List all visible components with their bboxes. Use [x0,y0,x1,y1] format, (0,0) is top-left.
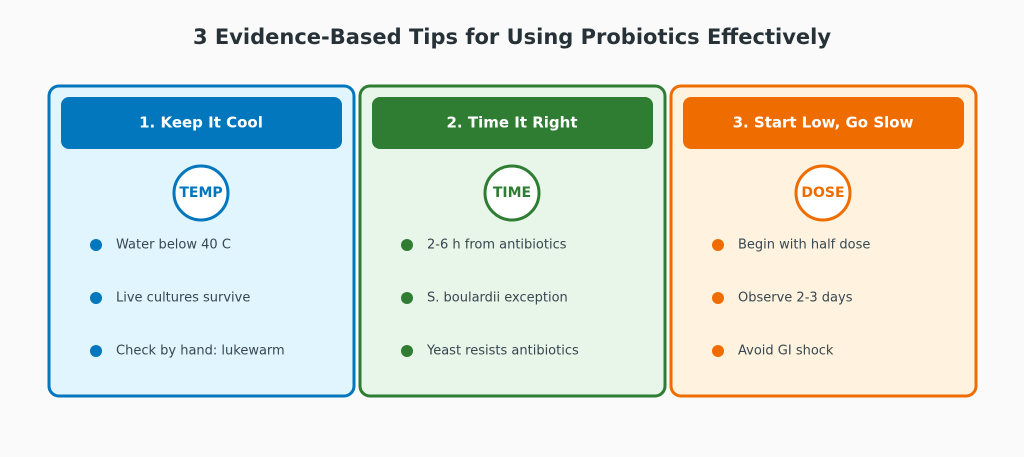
bullet-text: Begin with half dose [738,238,870,253]
bullet [712,239,724,251]
bullet-text: 2-6 h from antibiotics [427,238,567,253]
bullet-text: Water below 40 C [116,238,231,253]
card [47,84,356,398]
card-heading: 1. Keep It Cool [139,114,263,132]
icon-circle [172,164,230,222]
card-heading: 2. Time It Right [446,114,577,132]
card [669,84,978,398]
bullet-text: Live cultures survive [116,291,250,306]
bullet [401,345,413,357]
icon-label: DOSE [801,185,844,201]
card-header [372,97,653,149]
bullet-text: S. boulardii exception [427,291,568,306]
card-header [683,97,964,149]
icon-label: TIME [493,185,531,201]
title: 3 Evidence-Based Tips for Using Probioti… [193,25,831,49]
bullet [712,345,724,357]
bullet [90,345,102,357]
bullet [90,239,102,251]
card-heading: 3. Start Low, Go Slow [733,114,914,132]
icon-circle [483,164,541,222]
bullet-text: Yeast resists antibiotics [426,344,579,359]
bullet [401,239,413,251]
bullet [90,292,102,304]
icon-label: TEMP [179,185,222,201]
bullet-text: Observe 2-3 days [738,291,853,306]
card-header [61,97,342,149]
bullet-text: Avoid GI shock [738,344,834,359]
card [358,84,667,398]
bullet [401,292,413,304]
bullet [712,292,724,304]
bullet-text: Check by hand: lukewarm [116,344,285,359]
icon-circle [794,164,852,222]
